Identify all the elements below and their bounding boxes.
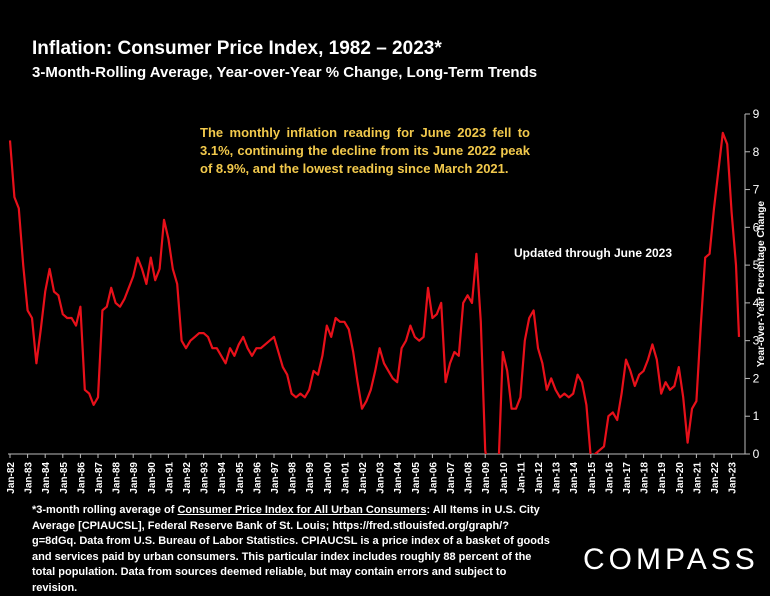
x-tick-label: Jan-15 xyxy=(587,462,598,494)
x-tick-label: Jan-10 xyxy=(499,462,510,494)
footnote-text: : All Items in U.S. City Average [CPIAUC… xyxy=(32,504,550,594)
x-tick-label: Jan-97 xyxy=(270,462,281,494)
y-tick-label: 2 xyxy=(753,371,760,385)
x-axis-ticks: Jan-82 Jan-83 Jan-84 Jan-85 Jan-86 Jan-87 Jan-… xyxy=(6,454,739,494)
x-tick-label: Jan-13 xyxy=(552,462,563,494)
y-tick-label: 4 xyxy=(753,296,760,310)
y-tick-label: 5 xyxy=(753,258,760,272)
x-tick-label: Jan-90 xyxy=(147,462,158,494)
x-tick-label: Jan-04 xyxy=(393,462,404,494)
cpi-series-line xyxy=(8,131,741,454)
x-tick-label: Jan-94 xyxy=(217,462,228,494)
x-tick-label: Jan-23 xyxy=(728,462,739,494)
x-tick-label: Jan-99 xyxy=(305,462,316,494)
y-tick-label: 1 xyxy=(753,409,760,423)
x-tick-label: Jan-20 xyxy=(675,462,686,494)
y-tick-label: 8 xyxy=(753,145,760,159)
y-axis-ticks: 0 1 2 3 4 5 6 7 8 9 xyxy=(745,107,760,461)
x-tick-label: Jan-08 xyxy=(464,462,475,494)
x-tick-label: Jan-83 xyxy=(24,462,35,494)
x-tick-label: Jan-88 xyxy=(112,462,123,494)
x-tick-label: Jan-21 xyxy=(692,462,703,494)
x-tick-label: Jan-07 xyxy=(446,462,457,494)
x-tick-label: Jan-11 xyxy=(516,462,527,494)
x-tick-label: Jan-14 xyxy=(569,462,580,494)
footnote-link[interactable]: Consumer Price Index for All Urban Consu… xyxy=(177,504,427,516)
x-tick-label: Jan-93 xyxy=(200,462,211,494)
x-tick-label: Jan-91 xyxy=(164,462,175,494)
compass-logo: COMPASS xyxy=(583,543,759,576)
x-tick-label: Jan-17 xyxy=(622,462,633,494)
x-tick-label: Jan-86 xyxy=(76,462,87,494)
x-tick-label: Jan-09 xyxy=(481,462,492,494)
x-tick-label: Jan-00 xyxy=(323,462,334,494)
chart-title: Inflation: Consumer Price Index, 1982 – … xyxy=(32,38,442,59)
y-axis-label: Year-over-Year Percentage Change xyxy=(756,200,767,367)
x-tick-label: Jan-82 xyxy=(6,462,17,494)
x-tick-label: Jan-19 xyxy=(657,462,668,494)
x-tick-label: Jan-05 xyxy=(411,462,422,494)
x-tick-label: Jan-02 xyxy=(358,462,369,494)
y-tick-label: 6 xyxy=(753,220,760,234)
chart-subtitle: 3-Month-Rolling Average, Year-over-Year … xyxy=(32,64,538,81)
updated-note: Updated through June 2023 xyxy=(514,246,673,260)
inflation-annotation: The monthly inflation reading for June 2… xyxy=(200,125,530,176)
x-tick-label: Jan-84 xyxy=(41,462,52,494)
x-tick-label: Jan-96 xyxy=(252,462,263,494)
source-footnote: *3-month rolling average of Consumer Pri… xyxy=(32,503,552,596)
y-tick-label: 9 xyxy=(753,107,760,121)
footnote-prefix: *3-month rolling average of xyxy=(32,504,178,516)
x-tick-label: Jan-16 xyxy=(604,462,615,494)
x-tick-label: Jan-92 xyxy=(182,462,193,494)
x-tick-label: Jan-01 xyxy=(340,462,351,494)
x-tick-label: Jan-18 xyxy=(640,462,651,494)
x-tick-label: Jan-98 xyxy=(288,462,299,494)
x-tick-label: Jan-06 xyxy=(428,462,439,494)
x-tick-label: Jan-85 xyxy=(59,462,70,494)
y-tick-label: 3 xyxy=(753,334,760,348)
x-tick-label: Jan-89 xyxy=(129,462,140,494)
x-tick-label: Jan-95 xyxy=(235,462,246,494)
x-tick-label: Jan-87 xyxy=(94,462,105,494)
y-tick-label: 0 xyxy=(753,447,760,461)
y-tick-label: 7 xyxy=(753,183,760,197)
x-tick-label: Jan-12 xyxy=(534,462,545,494)
x-tick-label: Jan-03 xyxy=(376,462,387,494)
x-tick-label: Jan-22 xyxy=(710,462,721,494)
